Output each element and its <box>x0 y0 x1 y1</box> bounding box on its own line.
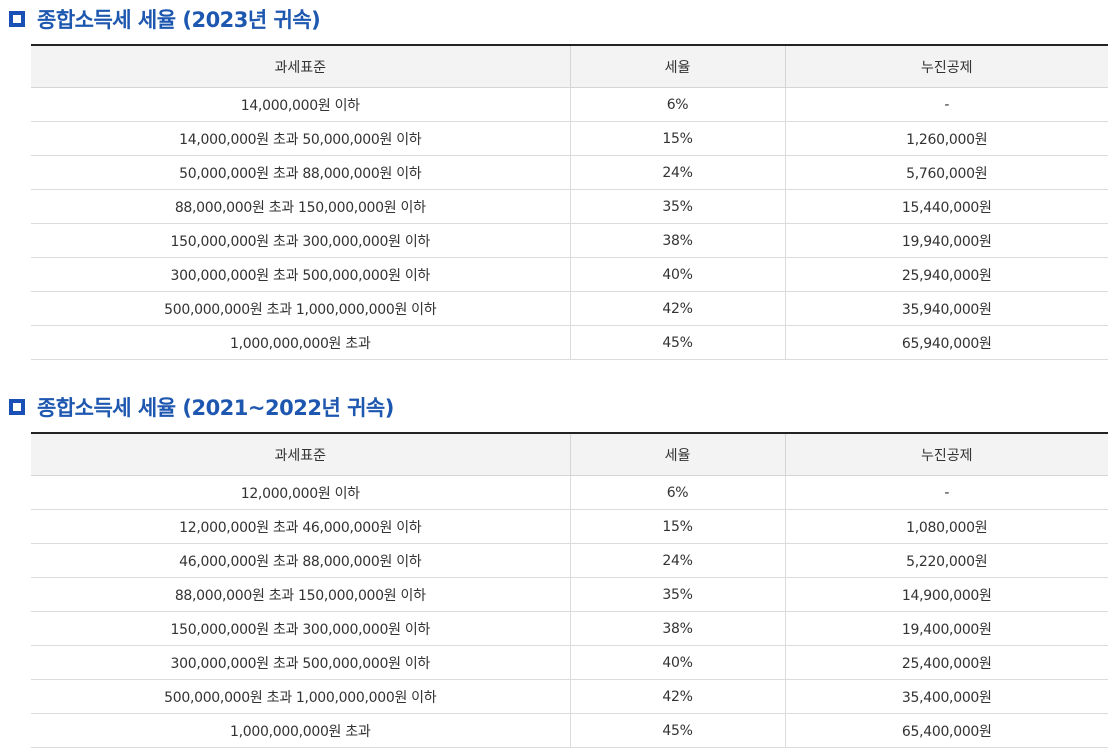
cell-tax-rate: 15% <box>570 121 786 156</box>
cell-deduction: 5,220,000원 <box>785 543 1108 578</box>
cell-tax-rate: 15% <box>570 509 786 544</box>
cell-tax-base: 12,000,000원 이하 <box>31 475 571 510</box>
cell-tax-rate: 35% <box>570 189 786 224</box>
cell-deduction: - <box>785 87 1108 122</box>
cell-deduction: 65,940,000원 <box>785 325 1108 360</box>
section-heading: 종합소득세 세율 (2023년 귀속) <box>0 0 1115 44</box>
cell-tax-base: 300,000,000원 초과 500,000,000원 이하 <box>31 257 571 292</box>
cell-deduction: 15,440,000원 <box>785 189 1108 224</box>
cell-tax-base: 150,000,000원 초과 300,000,000원 이하 <box>31 223 571 258</box>
tax-rate-table: 과세표준 세율 누진공제 14,000,000원 이하 6% - 14,000,… <box>31 44 1108 360</box>
table-row: 50,000,000원 초과 88,000,000원 이하 24% 5,760,… <box>31 155 1108 190</box>
table-header-row: 과세표준 세율 누진공제 <box>31 433 1108 476</box>
table-header-row: 과세표준 세율 누진공제 <box>31 45 1108 88</box>
square-bullet-icon <box>9 11 25 27</box>
tax-rate-section-2021-2022: 종합소득세 세율 (2021~2022년 귀속) 과세표준 세율 누진공제 12… <box>0 388 1115 748</box>
cell-tax-base: 50,000,000원 초과 88,000,000원 이하 <box>31 155 571 190</box>
cell-deduction: 19,400,000원 <box>785 611 1108 646</box>
header-tax-rate: 세율 <box>570 45 786 88</box>
cell-tax-rate: 35% <box>570 577 786 612</box>
cell-deduction: 35,400,000원 <box>785 679 1108 714</box>
header-tax-rate: 세율 <box>570 433 786 476</box>
table-row: 14,000,000원 이하 6% - <box>31 87 1108 122</box>
cell-tax-rate: 40% <box>570 645 786 680</box>
table-row: 12,000,000원 초과 46,000,000원 이하 15% 1,080,… <box>31 509 1108 544</box>
table-row: 14,000,000원 초과 50,000,000원 이하 15% 1,260,… <box>31 121 1108 156</box>
cell-tax-base: 500,000,000원 초과 1,000,000,000원 이하 <box>31 679 571 714</box>
section-title: 종합소득세 세율 (2023년 귀속) <box>37 8 321 32</box>
header-tax-base: 과세표준 <box>31 433 571 476</box>
cell-tax-base: 500,000,000원 초과 1,000,000,000원 이하 <box>31 291 571 326</box>
cell-tax-rate: 45% <box>570 713 786 748</box>
cell-tax-base: 88,000,000원 초과 150,000,000원 이하 <box>31 577 571 612</box>
table-row: 46,000,000원 초과 88,000,000원 이하 24% 5,220,… <box>31 543 1108 578</box>
section-heading: 종합소득세 세율 (2021~2022년 귀속) <box>0 388 1115 432</box>
cell-deduction: 25,400,000원 <box>785 645 1108 680</box>
cell-deduction: 1,260,000원 <box>785 121 1108 156</box>
cell-deduction: - <box>785 475 1108 510</box>
cell-tax-base: 14,000,000원 초과 50,000,000원 이하 <box>31 121 571 156</box>
cell-tax-rate: 40% <box>570 257 786 292</box>
cell-tax-rate: 38% <box>570 223 786 258</box>
tax-rate-section-2023: 종합소득세 세율 (2023년 귀속) 과세표준 세율 누진공제 14,000,… <box>0 0 1115 360</box>
cell-tax-base: 150,000,000원 초과 300,000,000원 이하 <box>31 611 571 646</box>
cell-tax-rate: 24% <box>570 543 786 578</box>
table-row: 88,000,000원 초과 150,000,000원 이하 35% 15,44… <box>31 189 1108 224</box>
cell-tax-base: 300,000,000원 초과 500,000,000원 이하 <box>31 645 571 680</box>
table-row: 500,000,000원 초과 1,000,000,000원 이하 42% 35… <box>31 679 1108 714</box>
table-row: 1,000,000,000원 초과 45% 65,940,000원 <box>31 325 1108 360</box>
cell-tax-base: 1,000,000,000원 초과 <box>31 713 571 748</box>
table-row: 12,000,000원 이하 6% - <box>31 475 1108 510</box>
cell-tax-base: 46,000,000원 초과 88,000,000원 이하 <box>31 543 571 578</box>
table-row: 150,000,000원 초과 300,000,000원 이하 38% 19,4… <box>31 611 1108 646</box>
cell-tax-rate: 45% <box>570 325 786 360</box>
cell-tax-rate: 42% <box>570 291 786 326</box>
cell-deduction: 1,080,000원 <box>785 509 1108 544</box>
section-title: 종합소득세 세율 (2021~2022년 귀속) <box>37 396 394 420</box>
table-row: 300,000,000원 초과 500,000,000원 이하 40% 25,4… <box>31 645 1108 680</box>
cell-tax-base: 88,000,000원 초과 150,000,000원 이하 <box>31 189 571 224</box>
table-row: 300,000,000원 초과 500,000,000원 이하 40% 25,9… <box>31 257 1108 292</box>
cell-tax-rate: 6% <box>570 475 786 510</box>
cell-tax-rate: 42% <box>570 679 786 714</box>
table-row: 1,000,000,000원 초과 45% 65,400,000원 <box>31 713 1108 748</box>
header-progressive-deduction: 누진공제 <box>785 433 1108 476</box>
cell-tax-rate: 38% <box>570 611 786 646</box>
cell-deduction: 25,940,000원 <box>785 257 1108 292</box>
cell-tax-base: 12,000,000원 초과 46,000,000원 이하 <box>31 509 571 544</box>
table-row: 500,000,000원 초과 1,000,000,000원 이하 42% 35… <box>31 291 1108 326</box>
cell-tax-base: 1,000,000,000원 초과 <box>31 325 571 360</box>
tax-rate-table: 과세표준 세율 누진공제 12,000,000원 이하 6% - 12,000,… <box>31 432 1108 748</box>
table-row: 150,000,000원 초과 300,000,000원 이하 38% 19,9… <box>31 223 1108 258</box>
header-progressive-deduction: 누진공제 <box>785 45 1108 88</box>
cell-deduction: 65,400,000원 <box>785 713 1108 748</box>
cell-tax-base: 14,000,000원 이하 <box>31 87 571 122</box>
cell-tax-rate: 24% <box>570 155 786 190</box>
cell-deduction: 14,900,000원 <box>785 577 1108 612</box>
cell-tax-rate: 6% <box>570 87 786 122</box>
header-tax-base: 과세표준 <box>31 45 571 88</box>
square-bullet-icon <box>9 399 25 415</box>
cell-deduction: 5,760,000원 <box>785 155 1108 190</box>
cell-deduction: 35,940,000원 <box>785 291 1108 326</box>
table-row: 88,000,000원 초과 150,000,000원 이하 35% 14,90… <box>31 577 1108 612</box>
cell-deduction: 19,940,000원 <box>785 223 1108 258</box>
